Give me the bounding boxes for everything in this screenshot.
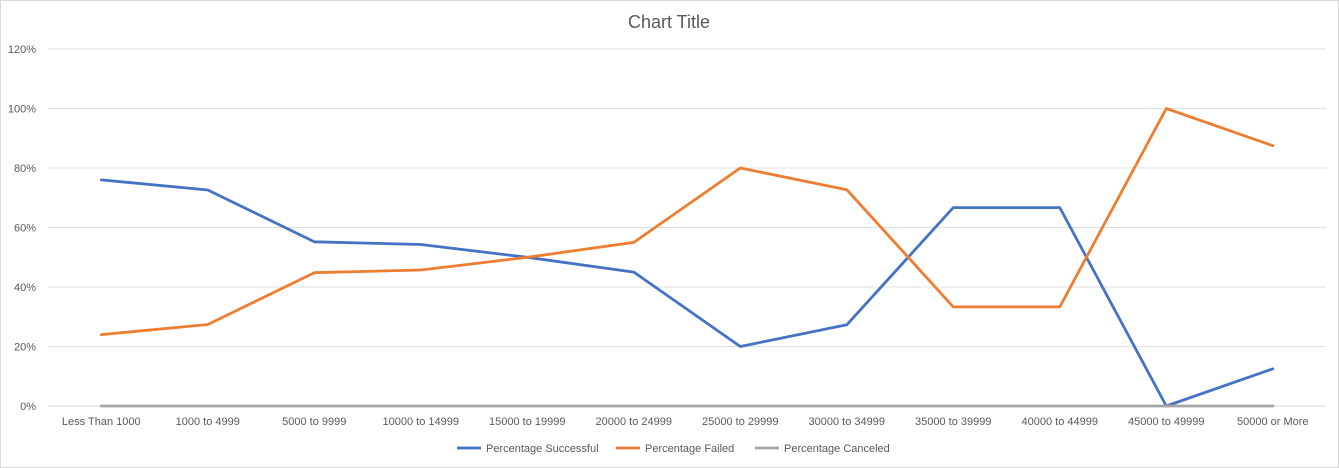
x-tick-label: Less Than 1000 xyxy=(62,416,141,428)
y-tick-label: 100% xyxy=(8,104,36,116)
series-lines xyxy=(99,107,1275,408)
x-tick-label: 5000 to 9999 xyxy=(282,416,346,428)
series-line xyxy=(99,178,1275,408)
legend-label: Percentage Successful xyxy=(486,443,599,455)
x-tick-label: 20000 to 24999 xyxy=(596,416,672,428)
y-tick-label: 20% xyxy=(14,342,36,354)
x-tick-label: 45000 to 49999 xyxy=(1128,416,1204,428)
y-tick-label: 40% xyxy=(14,282,36,294)
y-tick-label: 0% xyxy=(20,401,36,413)
chart-title: Chart Title xyxy=(628,12,710,32)
x-tick-label: 30000 to 34999 xyxy=(809,416,885,428)
x-tick-label: 15000 to 19999 xyxy=(489,416,565,428)
legend: Percentage Successful Percentage Failed Pe… xyxy=(457,443,890,455)
legend-label: Percentage Canceled xyxy=(784,443,890,455)
legend-label: Percentage Failed xyxy=(645,443,734,455)
y-tick-label: 60% xyxy=(14,223,36,235)
y-axis-tick-labels: 0% 20% 40% 60% 80% 100% 120% xyxy=(8,44,36,413)
x-tick-label: 40000 to 44999 xyxy=(1022,416,1098,428)
y-tick-label: 120% xyxy=(8,44,36,56)
x-tick-label: 25000 to 29999 xyxy=(702,416,778,428)
x-axis-tick-labels: Less Than 1000 1000 to 4999 5000 to 9999 10… xyxy=(62,416,1309,428)
y-tick-label: 80% xyxy=(14,163,36,175)
x-tick-label: 35000 to 39999 xyxy=(915,416,991,428)
x-tick-label: 1000 to 4999 xyxy=(176,416,240,428)
gridlines xyxy=(48,48,1326,407)
x-tick-label: 50000 or More xyxy=(1237,416,1309,428)
series-line xyxy=(99,107,1275,337)
x-tick-label: 10000 to 14999 xyxy=(383,416,459,428)
